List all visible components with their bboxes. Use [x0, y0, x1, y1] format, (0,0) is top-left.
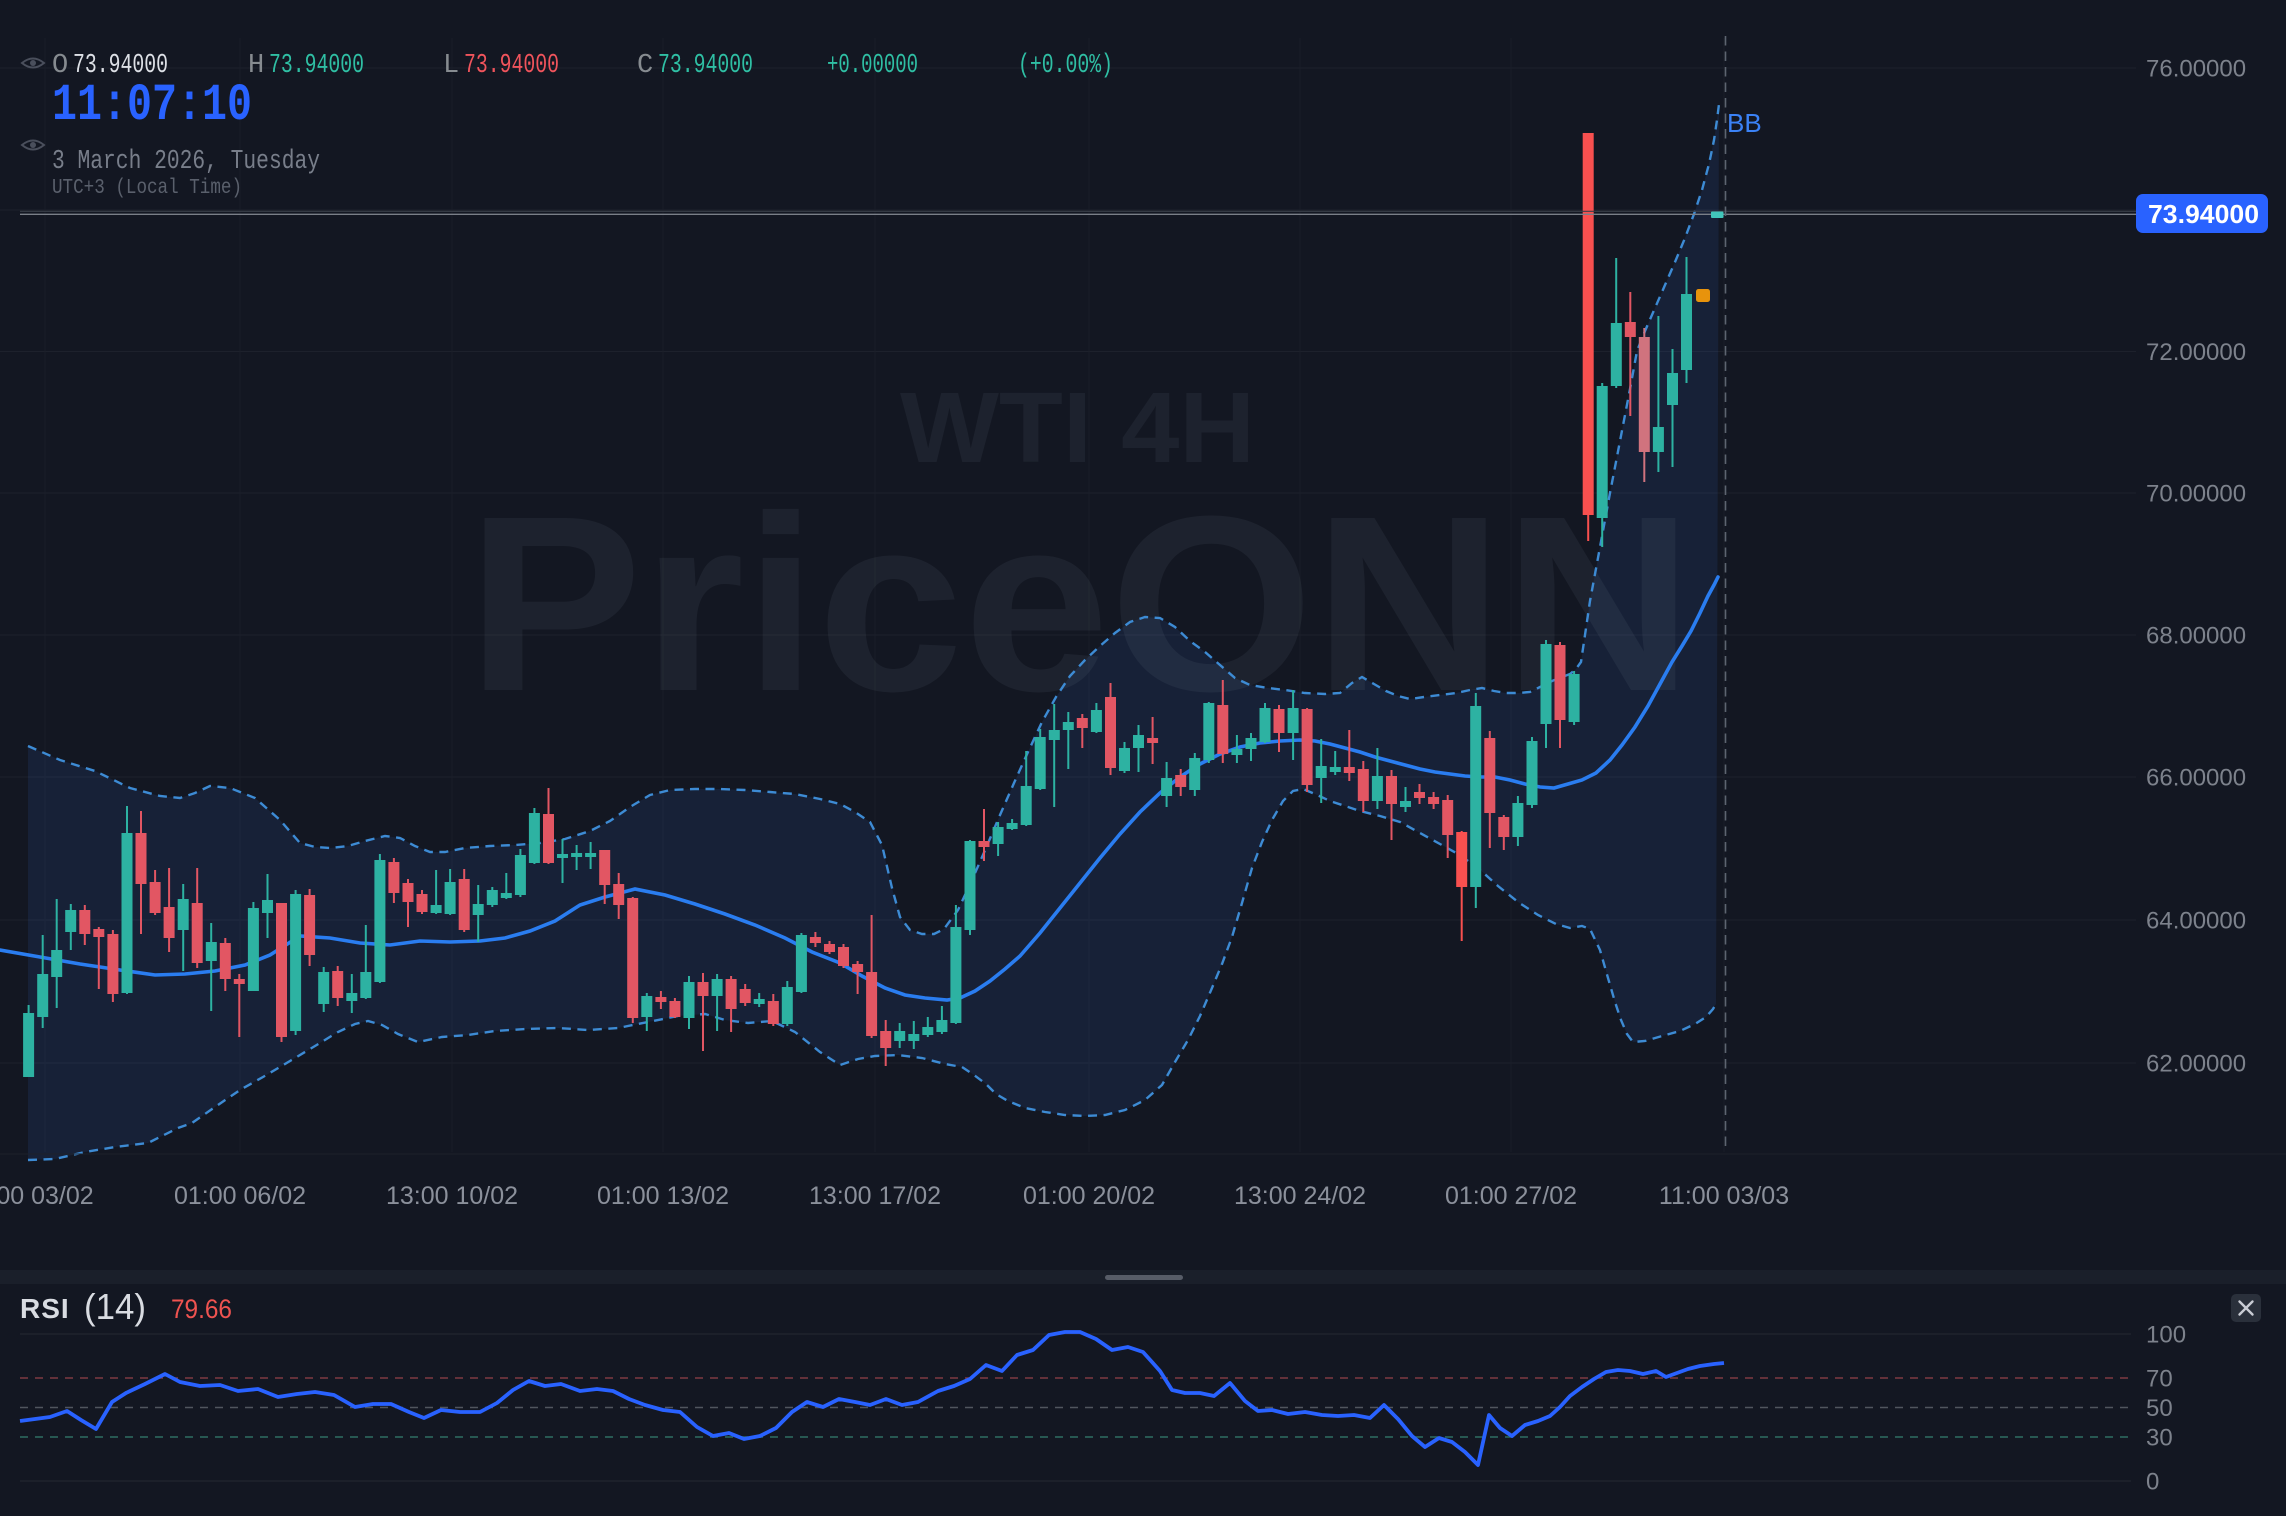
svg-text:11:00 03/03: 11:00 03/03	[1659, 1182, 1789, 1210]
svg-text:3 March 2026, Tuesday: 3 March 2026, Tuesday	[52, 147, 320, 177]
svg-text:01:00 06/02: 01:00 06/02	[174, 1182, 306, 1210]
svg-text:73.94000: 73.94000	[73, 51, 168, 81]
svg-text:13:00 17/02: 13:00 17/02	[809, 1182, 941, 1210]
svg-text:O: O	[52, 51, 68, 81]
svg-text:01:00 20/02: 01:00 20/02	[1023, 1182, 1155, 1210]
svg-text:13:00 24/02: 13:00 24/02	[1234, 1182, 1366, 1210]
svg-text:73.94000: 73.94000	[658, 51, 753, 81]
svg-text:WTI 4H: WTI 4H	[900, 372, 1255, 484]
svg-text:C: C	[637, 51, 653, 81]
svg-text:64.00000: 64.00000	[2146, 908, 2246, 935]
svg-text:70.00000: 70.00000	[2146, 481, 2246, 508]
svg-text:30: 30	[2146, 1425, 2173, 1452]
svg-text:68.00000: 68.00000	[2146, 623, 2246, 650]
svg-text:BB: BB	[1727, 108, 1762, 138]
svg-text:H: H	[248, 51, 264, 81]
svg-text:+0.00000: +0.00000	[827, 51, 918, 81]
svg-text:62.00000: 62.00000	[2146, 1051, 2246, 1078]
svg-text:(14): (14)	[84, 1286, 146, 1327]
svg-text:01:00 13/02: 01:00 13/02	[597, 1182, 729, 1210]
svg-text:RSI: RSI	[20, 1293, 70, 1324]
svg-text:00 03/02: 00 03/02	[0, 1182, 94, 1210]
svg-text:73.94000: 73.94000	[464, 51, 559, 81]
svg-text:PriceONN: PriceONN	[467, 464, 1693, 743]
svg-text:73.94000: 73.94000	[269, 51, 364, 81]
svg-text:79.66: 79.66	[171, 1294, 232, 1324]
svg-text:01:00 27/02: 01:00 27/02	[1445, 1182, 1577, 1210]
svg-text:66.00000: 66.00000	[2146, 765, 2246, 792]
svg-text:50: 50	[2146, 1395, 2173, 1422]
svg-text:0: 0	[2146, 1469, 2159, 1496]
svg-text:72.00000: 72.00000	[2146, 339, 2246, 366]
svg-text:70: 70	[2146, 1366, 2173, 1393]
svg-text:73.94000: 73.94000	[2148, 199, 2259, 229]
svg-text:76.00000: 76.00000	[2146, 56, 2246, 83]
svg-text:100: 100	[2146, 1322, 2186, 1349]
svg-text:(+0.00%): (+0.00%)	[1018, 51, 1113, 81]
svg-text:UTC+3 (Local Time): UTC+3 (Local Time)	[52, 177, 242, 200]
svg-text:11:07:10: 11:07:10	[52, 76, 252, 135]
svg-text:13:00 10/02: 13:00 10/02	[386, 1182, 518, 1210]
svg-text:L: L	[443, 51, 459, 81]
